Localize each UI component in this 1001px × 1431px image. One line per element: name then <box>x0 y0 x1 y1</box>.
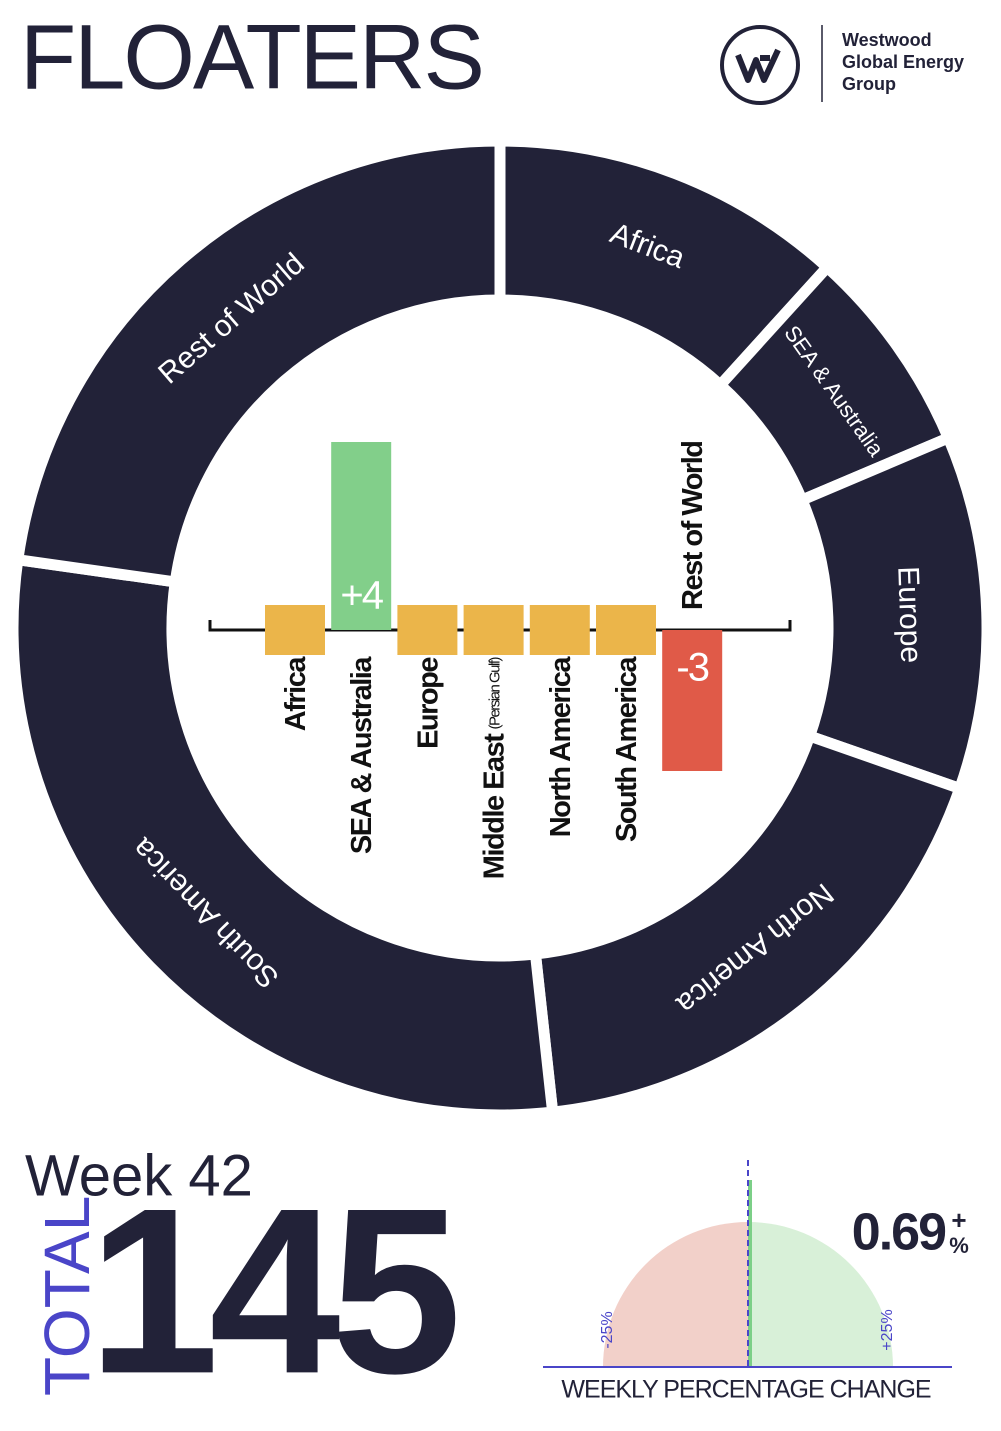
logo-text: Group <box>842 74 896 94</box>
category-label: Middle East (Persian Gulf) <box>478 656 510 879</box>
bar <box>529 605 590 655</box>
category-label: Europe <box>412 657 444 749</box>
gauge-title: WEEKLY PERCENTAGE CHANGE <box>561 1376 930 1404</box>
category-label: South America <box>611 656 643 842</box>
gauge-unit: % <box>949 1233 969 1258</box>
logo-text: Global Energy <box>842 52 964 72</box>
logo-circle <box>720 25 800 105</box>
bar <box>397 605 458 655</box>
donut-segment <box>529 729 967 1119</box>
gauge-value: 0.69 <box>852 1204 945 1262</box>
gauge-sign: + <box>951 1205 966 1235</box>
bar <box>463 605 524 655</box>
gauge-positive <box>748 1222 893 1367</box>
week: Week 42 <box>25 1143 253 1208</box>
gauge-negative <box>603 1222 748 1367</box>
total-value: 145 <box>88 1159 456 1423</box>
category-name: SEA & Australia <box>346 656 378 855</box>
bar <box>662 630 723 771</box>
category-name: Europe <box>412 657 444 749</box>
logo-mark <box>735 48 781 83</box>
category-label: Africa <box>280 656 312 732</box>
bar <box>265 605 325 655</box>
category-label: SEA & Australia <box>346 656 378 855</box>
category-note: (Persian Gulf) <box>487 656 504 729</box>
donut-segment <box>7 553 559 1121</box>
title: FLOATERS <box>20 6 483 108</box>
category-name: Rest of World <box>677 442 709 610</box>
tick-label: -25% <box>599 1311 616 1348</box>
category-name: Africa <box>280 656 312 732</box>
value-label: -3 <box>676 646 708 690</box>
donut-segment <box>11 135 506 589</box>
logo-text: Westwood <box>842 30 932 50</box>
segment-label: Europe <box>891 566 927 664</box>
category-name: South America <box>611 656 643 842</box>
bar <box>596 605 656 655</box>
tick-label: +25% <box>879 1309 896 1350</box>
value-label: +4 <box>340 574 383 618</box>
category-name: Middle East <box>478 733 510 879</box>
gauge-needle <box>748 1180 753 1367</box>
category-label: Rest of World <box>677 442 709 610</box>
category-label: North America <box>544 656 576 838</box>
category-name: North America <box>544 656 576 838</box>
total-label: TOTAL <box>31 1196 103 1396</box>
bar <box>331 442 392 630</box>
